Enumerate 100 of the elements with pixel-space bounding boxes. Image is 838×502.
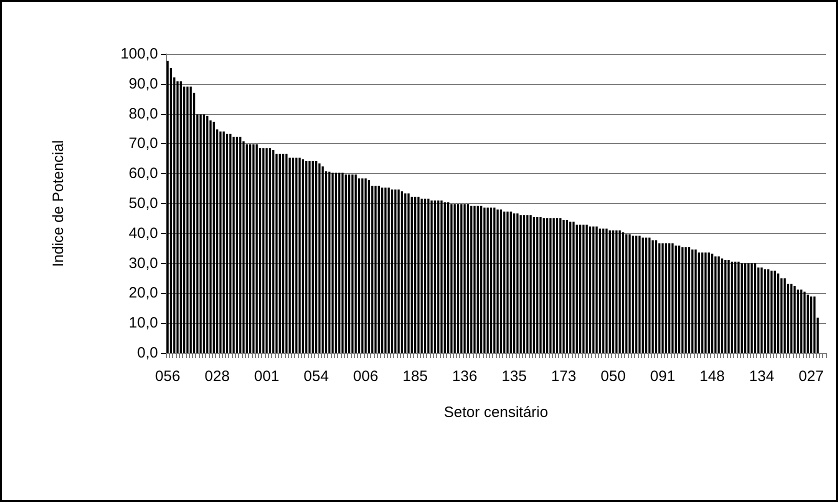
bar (470, 206, 472, 353)
y-tick-label: 60,0 (128, 165, 158, 182)
bar (364, 178, 367, 353)
bar (312, 161, 314, 353)
bar (552, 218, 555, 353)
bar (344, 174, 347, 353)
y-tick-label: 20,0 (128, 284, 158, 302)
bar (681, 247, 684, 353)
bar (212, 122, 215, 353)
bar (305, 161, 308, 353)
bar (628, 234, 631, 353)
bar (381, 188, 384, 353)
bar (440, 200, 443, 353)
bar (410, 196, 413, 353)
bar (315, 161, 318, 353)
bar (450, 204, 453, 353)
bar (351, 174, 354, 353)
bar (612, 230, 614, 353)
bar (694, 250, 697, 353)
bar (292, 158, 294, 353)
bar (740, 263, 743, 353)
bar (708, 252, 710, 353)
bar (794, 286, 796, 353)
bar (490, 208, 492, 353)
bar (530, 215, 532, 353)
bar (460, 204, 462, 353)
y-tick-label: 80,0 (128, 105, 158, 122)
bar (784, 278, 786, 353)
x-tick-label: 185 (402, 368, 428, 385)
y-tick-label: 40,0 (128, 224, 158, 242)
bar (302, 159, 304, 353)
bar (760, 267, 763, 353)
y-tick-label: 100,0 (120, 46, 158, 62)
bar (252, 144, 255, 353)
bar (638, 236, 641, 353)
bar (654, 240, 658, 353)
bar (332, 172, 334, 353)
bar (361, 178, 364, 353)
bar (190, 86, 192, 353)
bar (506, 212, 509, 353)
bar (767, 269, 770, 353)
bar (249, 144, 252, 353)
bar (516, 213, 519, 353)
bar (576, 224, 578, 353)
x-tick-label: 056 (155, 368, 180, 385)
bar (652, 240, 654, 353)
bar (598, 228, 602, 353)
y-tick-label: 10,0 (128, 314, 158, 332)
bar (374, 186, 377, 353)
bar (635, 236, 638, 353)
bar (384, 188, 387, 353)
bar (295, 158, 298, 353)
bar (420, 198, 423, 353)
bar (266, 148, 268, 353)
bar (503, 212, 506, 353)
bar (642, 238, 644, 353)
bar (272, 150, 274, 353)
bar (229, 134, 232, 353)
bar (734, 262, 736, 353)
bar (232, 136, 235, 353)
bar (400, 191, 404, 353)
y-tick-label: 90,0 (128, 75, 158, 92)
bar (730, 262, 734, 353)
bar (588, 226, 592, 353)
x-tick-label: 001 (254, 368, 280, 385)
bar (790, 284, 792, 353)
bar (219, 131, 222, 353)
bar (424, 198, 426, 353)
bar (549, 218, 552, 353)
bar (566, 220, 568, 353)
bar (242, 141, 245, 353)
y-tick-label: 70,0 (128, 135, 158, 152)
bar (522, 215, 526, 353)
bar (701, 252, 704, 353)
bar (434, 200, 436, 353)
bar (664, 243, 668, 353)
bar (480, 206, 482, 353)
bar (586, 224, 588, 353)
bar (770, 270, 773, 353)
bar (318, 163, 321, 353)
bar (404, 193, 406, 353)
bar (476, 206, 479, 353)
bar (427, 198, 430, 353)
bar (322, 166, 324, 353)
bar (691, 250, 694, 353)
y-axis-title: Indice de Potencial (50, 140, 67, 267)
y-tick-label: 0,0 (137, 344, 158, 362)
bar (278, 154, 281, 353)
bar (592, 226, 594, 353)
bar (796, 290, 800, 353)
bar (754, 263, 756, 353)
bar (658, 243, 660, 353)
bar (394, 189, 396, 353)
bar (275, 154, 278, 353)
bar (774, 270, 776, 353)
bar (348, 174, 350, 353)
x-tick-label: 148 (700, 368, 725, 385)
bar (496, 209, 499, 353)
x-tick-label: 173 (551, 368, 576, 385)
bar (520, 215, 522, 353)
